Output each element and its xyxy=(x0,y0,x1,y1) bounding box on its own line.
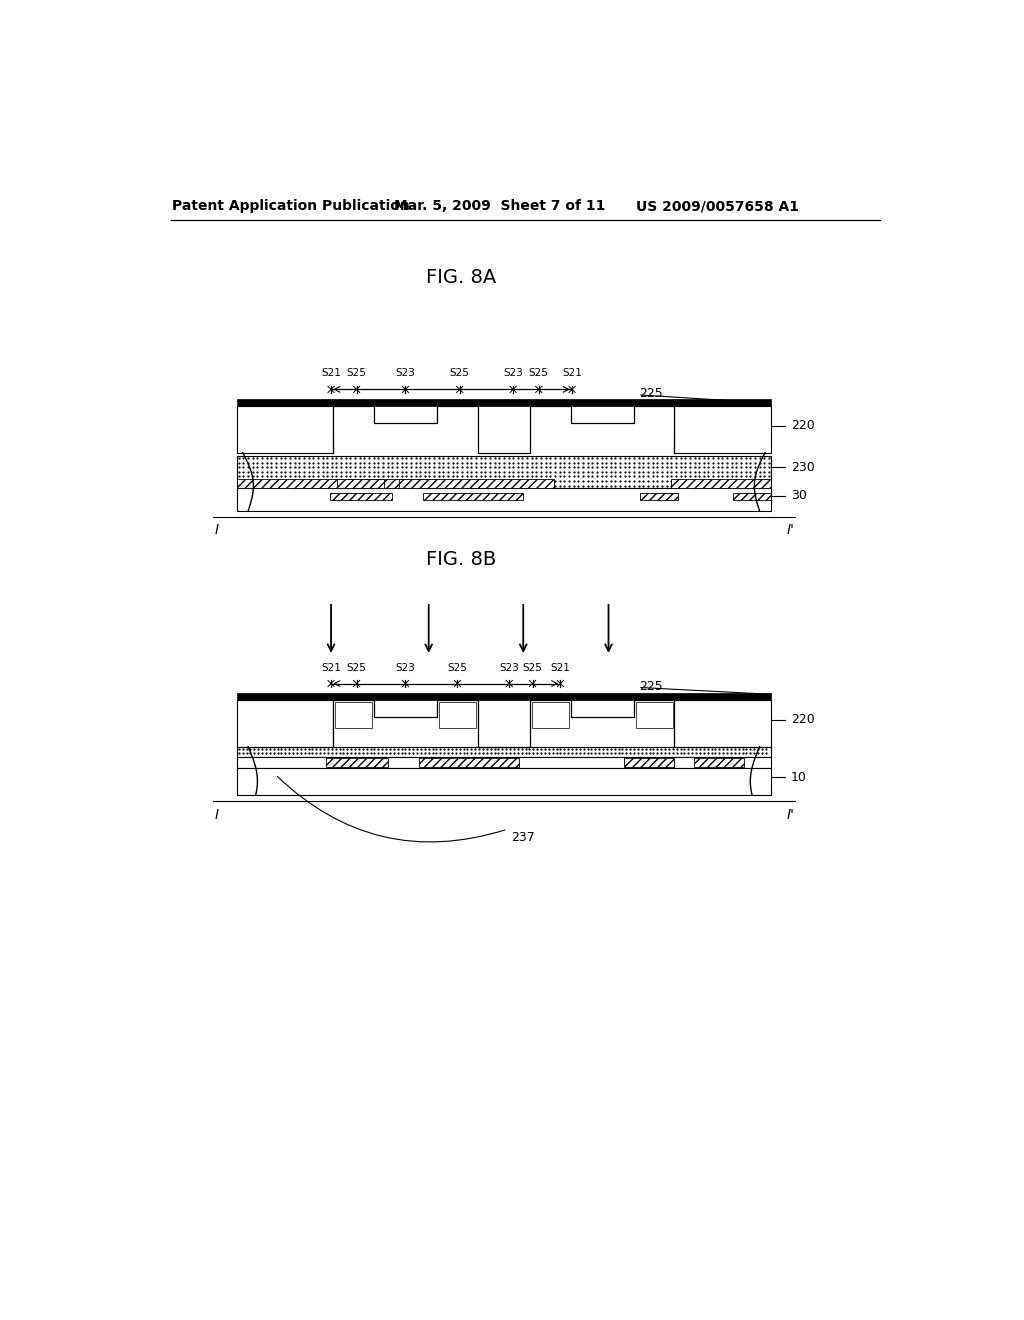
Text: Mar. 5, 2009  Sheet 7 of 11: Mar. 5, 2009 Sheet 7 of 11 xyxy=(394,199,605,213)
Text: S21: S21 xyxy=(322,368,341,378)
Text: 10: 10 xyxy=(791,771,807,784)
Bar xyxy=(624,758,675,767)
Bar xyxy=(237,479,430,488)
Bar xyxy=(675,407,771,453)
Bar xyxy=(337,479,384,488)
Text: 30: 30 xyxy=(791,490,807,502)
Bar xyxy=(732,492,771,500)
Bar xyxy=(237,455,771,488)
Text: S23: S23 xyxy=(395,663,416,673)
Text: 237: 237 xyxy=(511,830,536,843)
Bar xyxy=(374,718,437,747)
Bar xyxy=(531,702,569,729)
Bar xyxy=(237,758,771,768)
Text: S21: S21 xyxy=(551,663,570,673)
Bar xyxy=(330,492,391,500)
Text: FIG. 8A: FIG. 8A xyxy=(426,268,497,288)
Text: S23: S23 xyxy=(395,368,416,378)
Bar xyxy=(570,424,634,453)
Text: S23: S23 xyxy=(500,663,519,673)
Bar xyxy=(334,701,374,730)
Text: I: I xyxy=(215,524,219,537)
Text: I: I xyxy=(215,808,219,821)
Bar xyxy=(634,701,675,730)
Bar xyxy=(374,424,437,453)
Bar xyxy=(419,758,519,767)
Text: S25: S25 xyxy=(522,663,543,673)
Text: S23: S23 xyxy=(503,368,523,378)
Bar xyxy=(640,492,678,500)
Bar xyxy=(399,479,554,488)
Bar xyxy=(693,758,744,767)
Bar xyxy=(634,407,675,436)
Text: 225: 225 xyxy=(640,387,664,400)
Bar xyxy=(437,407,477,436)
Text: S25: S25 xyxy=(450,368,470,378)
Text: S21: S21 xyxy=(562,368,582,378)
Bar xyxy=(326,758,388,767)
Bar xyxy=(437,701,477,730)
Text: S25: S25 xyxy=(347,368,367,378)
Bar xyxy=(438,702,476,729)
Bar xyxy=(530,701,570,730)
Bar xyxy=(237,701,334,747)
Bar xyxy=(237,399,771,407)
Text: FIG. 8B: FIG. 8B xyxy=(426,550,497,569)
Text: 230: 230 xyxy=(791,461,814,474)
Text: S21: S21 xyxy=(322,663,341,673)
Bar xyxy=(237,768,771,795)
Text: Patent Application Publication: Patent Application Publication xyxy=(172,199,410,213)
Bar xyxy=(570,718,634,747)
Text: 220: 220 xyxy=(791,713,814,726)
Text: 225: 225 xyxy=(640,680,664,693)
Bar xyxy=(636,702,673,729)
Text: 220: 220 xyxy=(791,418,814,432)
Bar xyxy=(335,702,372,729)
Bar xyxy=(675,701,771,747)
Bar xyxy=(237,747,771,758)
Bar xyxy=(237,693,771,701)
Bar xyxy=(237,407,334,453)
Text: I': I' xyxy=(786,524,795,537)
Text: S25: S25 xyxy=(447,663,467,673)
Text: US 2009/0057658 A1: US 2009/0057658 A1 xyxy=(636,199,799,213)
Bar xyxy=(530,407,570,436)
Bar xyxy=(671,479,771,488)
Text: S25: S25 xyxy=(528,368,549,378)
Bar xyxy=(334,407,374,436)
Bar xyxy=(423,492,523,500)
Bar xyxy=(237,488,771,511)
Text: S25: S25 xyxy=(347,663,367,673)
Text: I': I' xyxy=(786,808,795,821)
